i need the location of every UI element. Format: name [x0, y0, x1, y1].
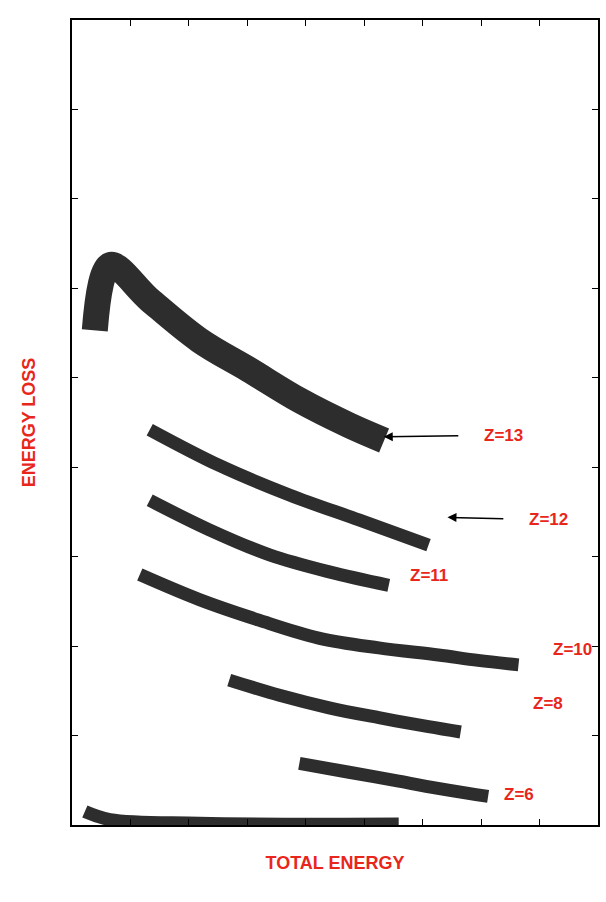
- svg-text:Z=13: Z=13: [484, 426, 523, 445]
- svg-text:Z=11: Z=11: [410, 566, 448, 585]
- svg-text:Z=10: Z=10: [553, 640, 592, 659]
- svg-text:Z=6: Z=6: [504, 785, 534, 804]
- svg-text:Z=12: Z=12: [529, 510, 568, 529]
- svg-text:Z=8: Z=8: [533, 694, 563, 713]
- svg-text:ENERGY LOSS: ENERGY LOSS: [19, 358, 39, 488]
- svg-text:TOTAL ENERGY: TOTAL ENERGY: [265, 853, 404, 873]
